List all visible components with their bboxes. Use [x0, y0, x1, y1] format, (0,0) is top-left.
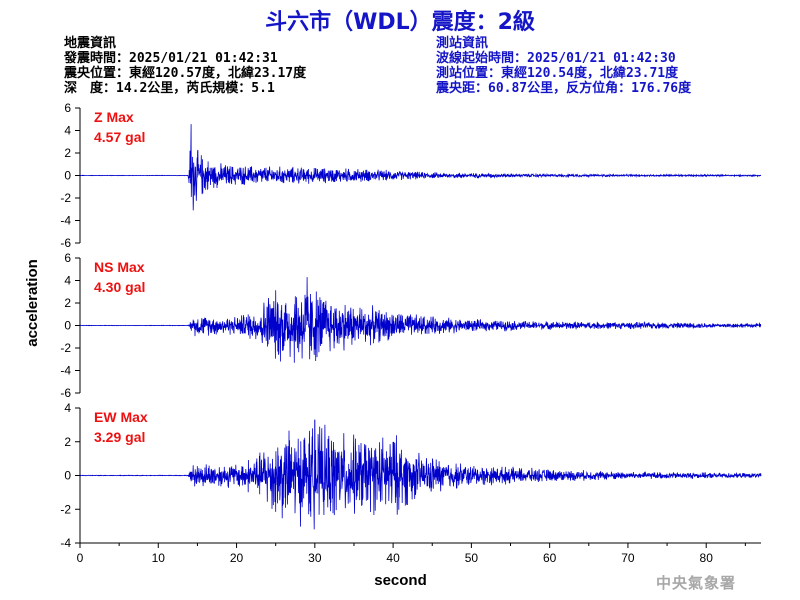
x-tick-label: 70: [621, 551, 635, 565]
y-tick-label: -4: [60, 364, 71, 378]
y-tick-label: 2: [64, 435, 71, 449]
y-tick-label: 0: [64, 319, 71, 333]
x-tick-label: 60: [543, 551, 557, 565]
x-tick-label: 80: [700, 551, 714, 565]
y-tick-label: 2: [64, 296, 71, 310]
waveform-ns: [79, 277, 762, 363]
event-info: 地震資訊 發震時間：2025/01/21 01:42:31 震央位置：東經120…: [64, 36, 306, 96]
waveform-ew: [79, 419, 762, 530]
event-info-heading: 地震資訊: [64, 36, 117, 51]
station-location: 測站位置：東經120.54度，北緯23.71度: [436, 66, 679, 81]
wave-start-time: 波線起始時間：2025/01/21 01:42:30: [436, 51, 676, 66]
component-max-value: 4.57 gal: [94, 129, 145, 145]
y-tick-label: 4: [64, 274, 71, 288]
component-label: NS Max: [94, 259, 145, 275]
x-tick-label: 0: [77, 551, 84, 565]
x-axis-label: second: [374, 572, 427, 589]
distance-azimuth: 震央距：60.87公里，反方位角：176.76度: [436, 81, 692, 96]
station-info-heading: 測站資訊: [436, 36, 489, 51]
component-label: Z Max: [94, 109, 134, 125]
depth-magnitude: 深 度：14.2公里，芮氏規模：5.1: [64, 81, 275, 96]
waveform-z: [79, 124, 762, 211]
y-tick-label: -2: [60, 502, 71, 516]
y-tick-label: 2: [64, 146, 71, 160]
component-max-value: 4.30 gal: [94, 279, 145, 295]
x-tick-label: 10: [152, 551, 166, 565]
y-tick-label: -4: [60, 536, 71, 550]
y-axis-label: acceleration: [24, 259, 41, 347]
y-tick-label: 0: [64, 469, 71, 483]
y-tick-label: -2: [60, 191, 71, 205]
page-title: 斗六市（WDL）震度：2級: [265, 10, 535, 35]
y-tick-label: 0: [64, 169, 71, 183]
x-tick-label: 30: [308, 551, 322, 565]
component-label: EW Max: [94, 409, 148, 425]
x-tick-label: 40: [386, 551, 400, 565]
y-tick-label: -6: [60, 236, 71, 250]
origin-time: 發震時間：2025/01/21 01:42:31: [64, 51, 278, 66]
y-tick-label: 4: [64, 124, 71, 138]
y-tick-label: 6: [64, 101, 71, 115]
component-max-value: 3.29 gal: [94, 429, 145, 445]
agency-credit: 中央氣象署: [656, 574, 737, 592]
epicenter-location: 震央位置：東經120.57度，北緯23.17度: [64, 66, 307, 81]
station-info: 測站資訊 波線起始時間：2025/01/21 01:42:30 測站位置：東經1…: [436, 36, 691, 96]
y-tick-label: -6: [60, 386, 71, 400]
y-tick-label: -4: [60, 214, 71, 228]
y-tick-label: 6: [64, 251, 71, 265]
y-tick-label: 4: [64, 401, 71, 415]
y-tick-label: -2: [60, 341, 71, 355]
x-tick-label: 50: [465, 551, 479, 565]
x-tick-label: 20: [230, 551, 244, 565]
